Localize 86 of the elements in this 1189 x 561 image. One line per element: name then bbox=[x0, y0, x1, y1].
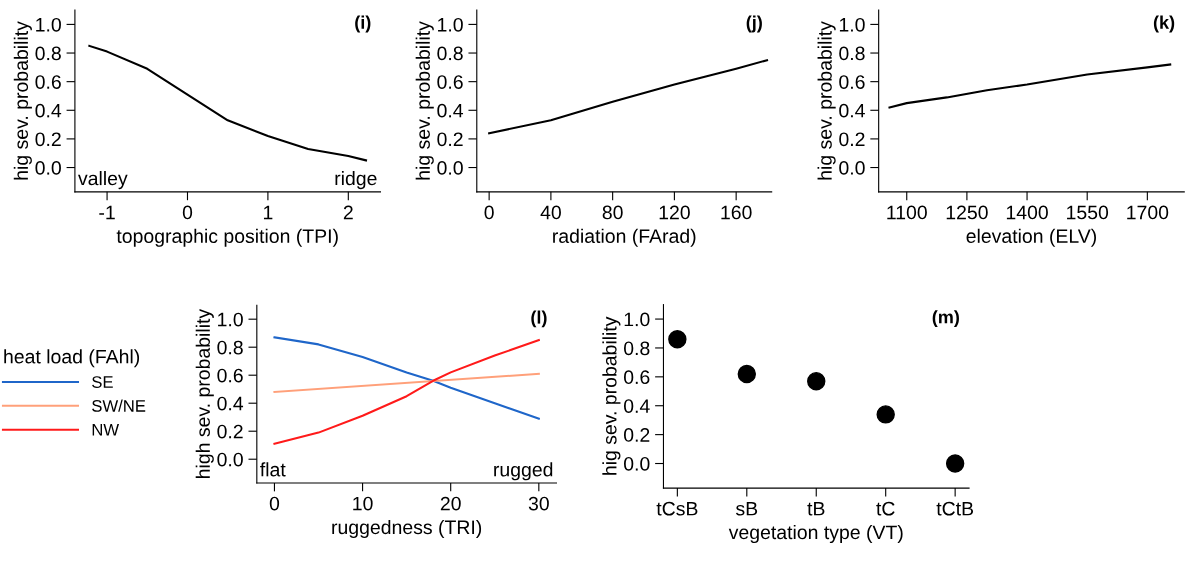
point bbox=[876, 405, 895, 424]
x-tick-label: 160 bbox=[721, 205, 752, 220]
y-tick-label: 0.8 bbox=[217, 340, 243, 355]
annotation: ridge bbox=[335, 171, 377, 190]
legend-label: SW/NE bbox=[92, 399, 146, 412]
line-series bbox=[88, 44, 368, 162]
y-tick-label: 0.6 bbox=[217, 368, 243, 383]
x-tick-label: 1400 bbox=[1006, 205, 1048, 220]
x-tick-label: 1250 bbox=[946, 205, 988, 220]
y-axis-title: hig sev. probability bbox=[602, 316, 621, 475]
x-axis-title: elevation (ELV) bbox=[966, 228, 1097, 247]
x-tick-label: tCtB bbox=[936, 501, 974, 516]
x-tick-label: 1100 bbox=[887, 205, 927, 220]
line-series bbox=[888, 63, 1172, 109]
x-tick-label: 30 bbox=[528, 496, 549, 511]
x-tick-label: 0 bbox=[269, 496, 280, 511]
y-tick-label: 0.8 bbox=[839, 46, 865, 61]
point bbox=[668, 330, 687, 349]
x-tick-label: tCsB bbox=[656, 501, 698, 516]
point bbox=[807, 371, 826, 391]
x-axis-title: topographic position (TPI) bbox=[116, 228, 338, 247]
y-axis-title: high sev. probability bbox=[195, 308, 214, 478]
chart-title: (k) bbox=[1153, 15, 1175, 33]
y-tick-label: 0.2 bbox=[624, 428, 650, 442]
legend-label: SE bbox=[92, 376, 113, 388]
legend-title: heat load (FAhl) bbox=[4, 349, 140, 368]
y-tick-label: 0.4 bbox=[624, 399, 650, 413]
x-tick-label: 1700 bbox=[1127, 205, 1169, 220]
y-tick-label: 0.6 bbox=[35, 75, 61, 89]
x-axis-title: ruggedness (TRI) bbox=[332, 519, 482, 539]
x-tick-label: 20 bbox=[440, 496, 461, 511]
chart-title: (l) bbox=[531, 310, 547, 328]
y-tick-label: 0.0 bbox=[35, 161, 61, 175]
y-tick-label: 0.6 bbox=[437, 75, 463, 89]
x-axis-title: radiation (FArad) bbox=[553, 228, 696, 247]
y-tick-label: 0.8 bbox=[35, 46, 61, 61]
annotation: valley bbox=[78, 171, 128, 190]
x-tick-label: tC bbox=[876, 501, 895, 516]
line-series bbox=[273, 336, 540, 420]
y-tick-label: 0.8 bbox=[437, 46, 463, 61]
y-tick-label: 0.8 bbox=[624, 341, 650, 356]
x-tick-label: 0 bbox=[182, 205, 193, 220]
x-tick-label: 10 bbox=[353, 496, 373, 511]
y-tick-label: 0.2 bbox=[217, 424, 243, 439]
y-tick-label: 1.0 bbox=[438, 17, 463, 32]
point bbox=[737, 364, 757, 384]
y-tick-label: 0.0 bbox=[839, 161, 865, 175]
annotation: flat bbox=[260, 462, 286, 477]
y-tick-label: 0.4 bbox=[217, 396, 244, 411]
x-tick-label: 120 bbox=[659, 205, 690, 220]
legend-label: NW bbox=[92, 424, 120, 436]
y-tick-label: 0.2 bbox=[437, 132, 463, 147]
x-tick-label: 0 bbox=[484, 205, 494, 220]
y-tick-label: 0.4 bbox=[35, 103, 62, 118]
y-tick-label: 0.0 bbox=[217, 452, 243, 467]
y-tick-label: 0.0 bbox=[624, 456, 650, 471]
x-tick-label: 80 bbox=[602, 205, 623, 220]
x-tick-label: 2 bbox=[343, 205, 353, 220]
chart-title: (j) bbox=[746, 15, 762, 33]
x-tick-label: 1550 bbox=[1067, 205, 1109, 220]
y-tick-label: 0.6 bbox=[624, 370, 650, 385]
x-tick-label: tB bbox=[807, 501, 825, 516]
line-series bbox=[273, 339, 540, 445]
x-tick-label: 40 bbox=[540, 205, 561, 220]
x-tick-label: 1 bbox=[263, 205, 273, 220]
y-tick-label: 0.0 bbox=[437, 161, 463, 175]
y-tick-label: 0.2 bbox=[839, 132, 865, 147]
y-tick-label: 0.2 bbox=[35, 132, 61, 147]
chart-title: (m) bbox=[932, 310, 959, 327]
y-axis-title: hig sev. probability bbox=[13, 21, 32, 180]
y-axis-title: hig sev. probability bbox=[817, 21, 836, 180]
y-axis-title: hig sev. probability bbox=[415, 21, 434, 180]
y-tick-label: 1.0 bbox=[839, 17, 865, 32]
x-axis-title: vegetation type (VT) bbox=[728, 524, 903, 544]
y-tick-label: 1.0 bbox=[624, 312, 650, 327]
y-tick-label: 0.4 bbox=[437, 103, 464, 118]
x-tick-label: sB bbox=[735, 501, 758, 516]
y-tick-label: 0.4 bbox=[839, 103, 865, 118]
y-tick-label: 1.0 bbox=[218, 312, 243, 327]
y-tick-label: 0.6 bbox=[839, 75, 865, 89]
line-series bbox=[488, 59, 769, 135]
point bbox=[945, 454, 965, 473]
y-tick-label: 1.0 bbox=[36, 17, 61, 32]
x-tick-label: -1 bbox=[99, 205, 115, 220]
chart-title: (i) bbox=[355, 15, 371, 33]
annotation: rugged bbox=[494, 462, 553, 481]
